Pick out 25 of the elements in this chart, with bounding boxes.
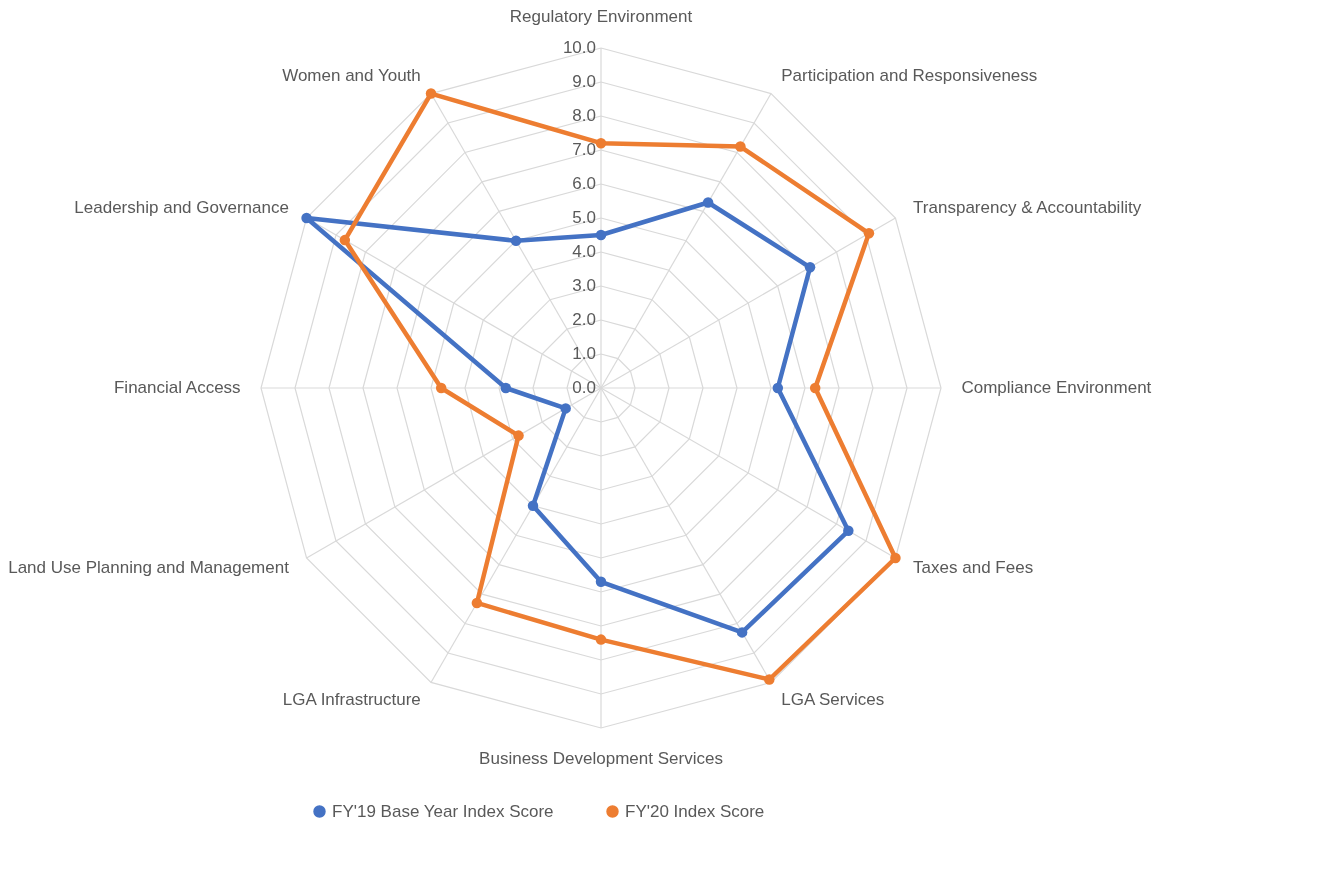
y-tick-label: 3.0 bbox=[572, 276, 596, 295]
legend-label: FY'20 Index Score bbox=[625, 801, 765, 821]
spoke-label: LGA Infrastructure bbox=[282, 690, 421, 710]
y-tick-label: 10.0 bbox=[562, 38, 596, 57]
spoke-label: Compliance Environment bbox=[961, 378, 1152, 397]
spoke-label: Transparency & Accountability bbox=[913, 197, 1142, 217]
spoke-label: Women and Youth bbox=[282, 65, 421, 85]
spoke-label: Regulatory Environment bbox=[509, 7, 693, 27]
y-tick-label: 8.0 bbox=[572, 106, 596, 125]
spoke-label: Participation and Responsiveness bbox=[781, 65, 1038, 85]
y-tick-label: 5.0 bbox=[572, 208, 596, 227]
y-tick-label: 0.0 bbox=[572, 378, 596, 397]
spoke-label: Taxes and Fees bbox=[913, 558, 1034, 578]
y-tick-label: 9.0 bbox=[572, 72, 596, 91]
spoke-label: LGA Services bbox=[781, 690, 885, 710]
spoke-label: Financial Access bbox=[113, 378, 241, 397]
y-tick-label: 4.0 bbox=[572, 242, 596, 261]
y-tick-label: 6.0 bbox=[572, 174, 596, 193]
y-tick-label: 1.0 bbox=[572, 344, 596, 363]
y-tick-label: 7.0 bbox=[572, 140, 596, 159]
spoke-label: Land Use Planning and Management bbox=[8, 558, 290, 578]
legend-label: FY'19 Base Year Index Score bbox=[332, 801, 554, 821]
y-tick-label: 2.0 bbox=[572, 310, 596, 329]
spoke-label: Business Development Services bbox=[479, 748, 723, 768]
spoke-label: Leadership and Governance bbox=[74, 197, 289, 217]
